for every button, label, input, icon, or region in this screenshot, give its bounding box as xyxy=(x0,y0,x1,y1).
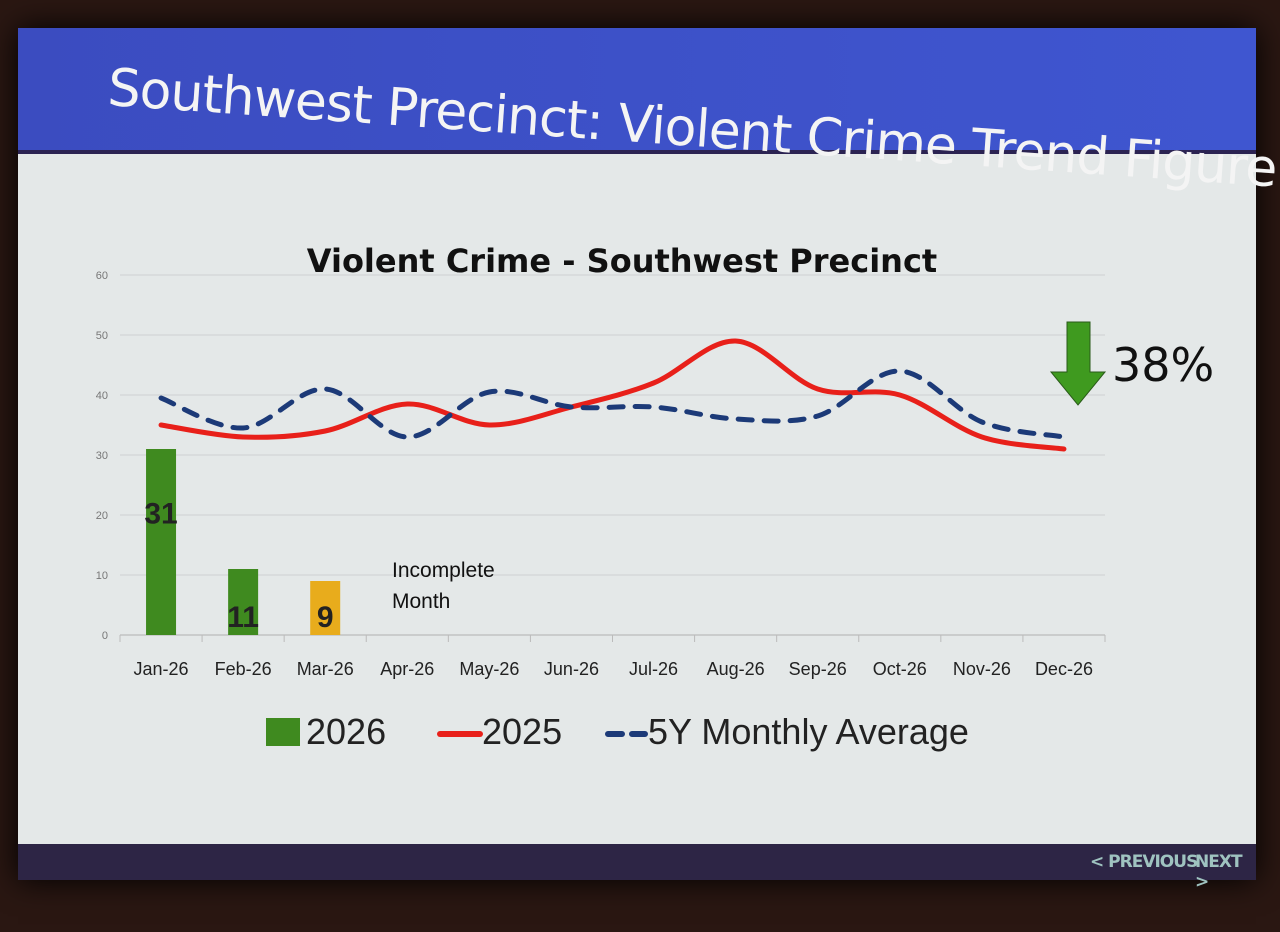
footer-bar: < PREVIOUS NEXT > xyxy=(18,844,1256,892)
x-tick-label: Nov-26 xyxy=(953,659,1011,679)
x-tick-label: Dec-26 xyxy=(1035,659,1093,679)
legend-label-2025: 2025 xyxy=(482,711,562,752)
bar-Mar-26 xyxy=(310,581,341,635)
previous-button[interactable]: < PREVIOUS xyxy=(1090,852,1198,872)
x-tick-label: Sep-26 xyxy=(789,659,847,679)
y-tick-label: 10 xyxy=(96,570,108,582)
x-tick-label: Jan-26 xyxy=(134,659,189,679)
title-bar: Southwest Precinct: Violent Crime Trend … xyxy=(18,28,1278,200)
annotation-month: Month xyxy=(392,590,450,613)
legend-label-5y: 5Y Monthly Average xyxy=(648,711,969,752)
x-tick-label: Jul-26 xyxy=(629,659,678,679)
bar-data-label: 11 xyxy=(227,601,259,634)
y-tick-label: 20 xyxy=(96,510,108,522)
annotation-incomplete: Incomplete xyxy=(392,559,495,582)
y-tick-label: 60 xyxy=(96,270,108,282)
bar-data-label: 31 xyxy=(144,497,177,530)
percent-change: 38% xyxy=(1112,338,1215,392)
y-tick-label: 50 xyxy=(96,330,108,342)
x-tick-label: May-26 xyxy=(459,659,519,679)
legend-label-2026: 2026 xyxy=(306,711,386,752)
bar-data-label: 9 xyxy=(317,601,334,634)
slide: Southwest Precinct: Violent Crime Trend … xyxy=(18,28,1278,892)
x-tick-label: Aug-26 xyxy=(707,659,765,679)
x-tick-label: Apr-26 xyxy=(380,659,434,679)
y-tick-label: 30 xyxy=(96,450,108,462)
line-2025 xyxy=(158,338,1067,452)
bar-Jan-26 xyxy=(146,449,177,635)
legend-swatch-2026 xyxy=(266,718,300,746)
x-tick-label: Oct-26 xyxy=(873,659,927,679)
x-tick-label: Jun-26 xyxy=(544,659,599,679)
line-5y-monthly-average xyxy=(158,368,1067,440)
down-arrow-icon xyxy=(1049,321,1107,406)
chart-title: Violent Crime - Southwest Precinct xyxy=(307,242,937,280)
x-tick-label: Mar-26 xyxy=(297,659,354,679)
next-button[interactable]: NEXT > xyxy=(1195,852,1243,892)
y-tick-label: 0 xyxy=(102,630,108,642)
bar-Feb-26 xyxy=(228,569,259,635)
y-tick-label: 40 xyxy=(96,390,108,402)
x-tick-label: Feb-26 xyxy=(215,659,272,679)
